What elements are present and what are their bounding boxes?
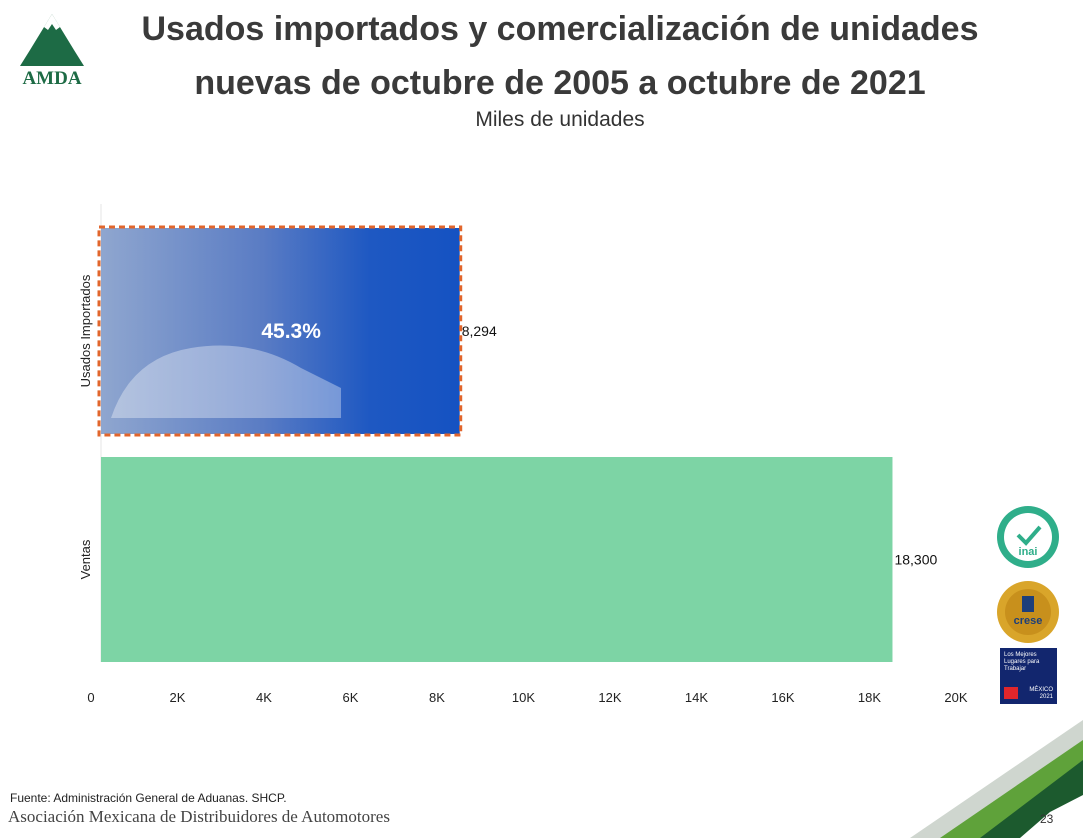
category-label: Ventas bbox=[78, 539, 93, 579]
gptw-country: MÉXICO bbox=[1029, 687, 1053, 693]
gptw-badge: Los Mejores Lugares para Trabajar MÉXICO… bbox=[1000, 648, 1057, 704]
page-number: 23 bbox=[1040, 812, 1054, 826]
gptw-line-2: Lugares para bbox=[1004, 659, 1040, 665]
gptw-year: 2021 bbox=[1039, 694, 1053, 700]
x-tick-label: 14K bbox=[685, 690, 708, 705]
category-label: Usados Importados bbox=[78, 274, 93, 387]
percentage-annotation: 45.3% bbox=[261, 320, 321, 343]
gptw-line-1: Los Mejores bbox=[1004, 652, 1037, 658]
x-tick-label: 18K bbox=[858, 690, 881, 705]
x-tick-label: 2K bbox=[170, 690, 186, 705]
photo-overlay bbox=[111, 345, 341, 418]
x-tick-label: 20K bbox=[944, 690, 967, 705]
x-tick-label: 0 bbox=[87, 690, 94, 705]
logo-text: AMDA bbox=[22, 68, 81, 89]
crese-text: crese bbox=[1014, 615, 1043, 627]
bar-highlight-outline bbox=[97, 225, 463, 437]
source-note: Fuente: Administración General de Aduana… bbox=[10, 791, 287, 805]
inai-badge: inai bbox=[997, 506, 1059, 568]
page-title: Usados importados y comercialización de … bbox=[110, 2, 1010, 110]
value-label: 8,294 bbox=[462, 323, 497, 339]
title-line-1: Usados importados y comercialización de … bbox=[141, 10, 979, 48]
bar-ventas bbox=[101, 457, 893, 662]
x-tick-label: 12K bbox=[598, 690, 621, 705]
amda-logo: AMDA bbox=[8, 14, 96, 89]
x-tick-label: 8K bbox=[429, 690, 445, 705]
x-tick-label: 16K bbox=[771, 690, 794, 705]
organization-name: Asociación Mexicana de Distribuidores de… bbox=[8, 807, 390, 826]
x-tick-label: 6K bbox=[343, 690, 359, 705]
value-label: 18,300 bbox=[894, 552, 937, 568]
x-tick-label: 10K bbox=[512, 690, 535, 705]
inai-text: inai bbox=[1019, 546, 1038, 558]
crese-badge: crese bbox=[997, 581, 1059, 643]
x-tick-label: 4K bbox=[256, 690, 272, 705]
gptw-red-square bbox=[1004, 687, 1018, 699]
gptw-line-3: Trabajar bbox=[1004, 666, 1027, 672]
corner-decoration bbox=[910, 720, 1083, 838]
bar-chart: 0 2K 4K 6K 8K 10K 12K 14K 16K 18K 20K 45.3% 8,294 Usa… bbox=[78, 204, 968, 705]
title-line-2: nuevas de octubre de 2005 a octubre de 2… bbox=[194, 64, 926, 102]
chart-subtitle: Miles de unidades bbox=[475, 108, 645, 131]
bar-usados-importados bbox=[101, 228, 460, 434]
